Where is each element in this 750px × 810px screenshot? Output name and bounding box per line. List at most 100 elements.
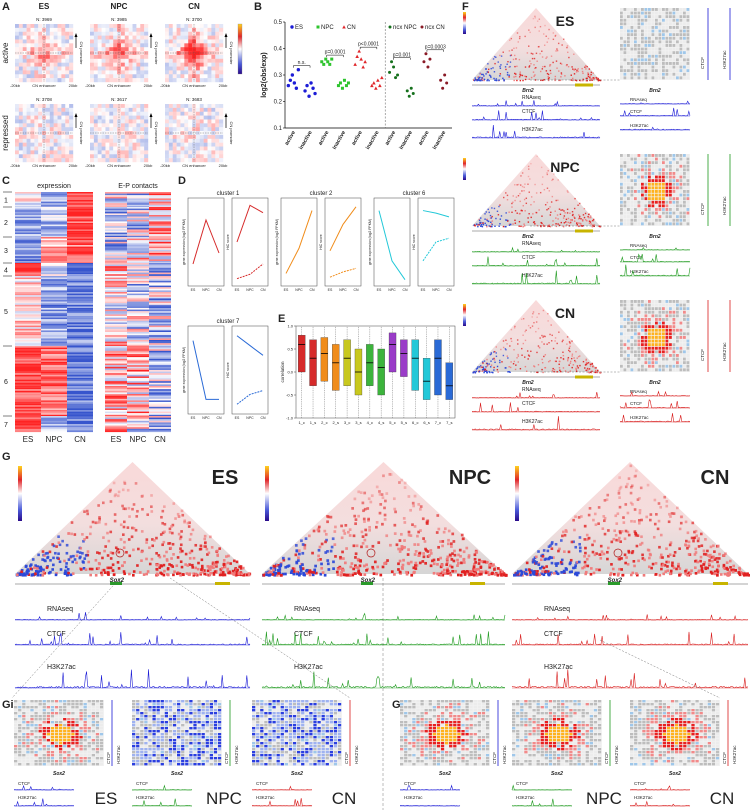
- zoom-pixel: [634, 364, 637, 368]
- hic-pixel: [561, 44, 563, 46]
- map-cell: [38, 43, 43, 48]
- map-cell: [192, 111, 197, 116]
- heat-row: [15, 261, 41, 263]
- map-cell: [132, 138, 137, 143]
- track-label: H3K27ac: [522, 273, 543, 279]
- map-cell: [184, 78, 189, 83]
- map-cell: [184, 47, 189, 52]
- zoom-pixel: [662, 332, 665, 336]
- zoom-pixel: [630, 361, 634, 365]
- heat-row: [15, 319, 41, 321]
- hic-pixel: [574, 197, 576, 200]
- map-cell: [113, 119, 118, 124]
- map-cell: [57, 58, 62, 63]
- zoom-pixel: [648, 168, 651, 172]
- map-cell: [211, 31, 216, 36]
- label: -20kb: [160, 163, 171, 168]
- hic-pixel: [530, 216, 532, 219]
- hic-pixel: [504, 66, 507, 68]
- map-cell: [57, 131, 62, 136]
- map-cell: [105, 27, 110, 32]
- hic-pixel: [482, 222, 484, 224]
- zoom-pixel: [651, 336, 655, 339]
- track-label: RNAseq: [630, 97, 647, 102]
- hic-pixel: [491, 215, 493, 218]
- map-cell: [132, 35, 137, 40]
- heat-row: [149, 371, 171, 374]
- heat-row: [149, 295, 171, 297]
- zoom-pixel: [637, 303, 641, 307]
- heat-row: [41, 279, 67, 281]
- heat-row: [127, 234, 149, 236]
- map-cell: [176, 146, 181, 151]
- zoom-pixel: [623, 157, 627, 161]
- map-cell: [219, 39, 224, 44]
- map-cell: [105, 142, 110, 147]
- map-cell: [22, 142, 27, 147]
- map-cell: [49, 35, 54, 40]
- box: [388, 332, 397, 373]
- zoom-pixel: [672, 343, 676, 347]
- zoom-pixel: [676, 222, 679, 226]
- heat-row: [67, 263, 93, 265]
- heat-row: [41, 254, 67, 257]
- zoom-pixel: [679, 361, 683, 365]
- map-cell: [168, 123, 173, 128]
- map-cell: [176, 31, 181, 36]
- hic-pixel: [599, 79, 601, 81]
- heat-row: [67, 248, 93, 250]
- hic-pixel: [591, 370, 593, 373]
- zoom-pixel: [641, 332, 644, 336]
- hic-pixel: [508, 211, 510, 213]
- map-cell: [184, 58, 189, 63]
- map-cell: [30, 119, 35, 124]
- zoom-pixel: [686, 18, 690, 22]
- hic-pixel: [516, 65, 518, 68]
- map-cell: [53, 62, 58, 67]
- map-cell: [184, 138, 189, 143]
- map-cell: [211, 158, 216, 163]
- map-cell: [184, 158, 189, 163]
- map-cell: [38, 74, 43, 79]
- map-cell: [207, 142, 212, 147]
- zoom-pixel: [679, 29, 683, 33]
- hic-pixel: [578, 217, 581, 219]
- map-cell: [90, 54, 95, 59]
- map-cell: [45, 111, 50, 116]
- heat-row: [15, 219, 41, 222]
- zoom-pixel: [662, 175, 665, 179]
- zoom-pixel: [665, 44, 669, 47]
- map-cell: [18, 154, 23, 159]
- heat-row: [15, 392, 41, 395]
- map-cell: [22, 123, 27, 128]
- heat-row: [15, 293, 41, 296]
- hic-pixel: [558, 331, 560, 333]
- zoom-pixel: [627, 197, 630, 201]
- heat-row: [41, 360, 67, 363]
- hic-pixel: [88, 567, 92, 571]
- map-cell: [61, 39, 66, 44]
- map-cell: [140, 27, 145, 32]
- map-cell: [97, 104, 102, 109]
- map-cell: [207, 35, 212, 40]
- zoom-pixel: [648, 76, 651, 80]
- map-cell: [140, 142, 145, 147]
- zoom-pixel: [651, 346, 655, 350]
- hic-pixel: [544, 65, 546, 68]
- zoom-pixel: [641, 18, 644, 22]
- zoom-pixel: [686, 175, 690, 179]
- zoom-pixel: [634, 218, 637, 222]
- map-cell: [57, 119, 62, 124]
- hic-pixel: [484, 213, 486, 215]
- map-cell: [120, 115, 125, 120]
- heat-row: [149, 263, 171, 265]
- zoom-pixel: [676, 36, 679, 40]
- heat-row: [41, 374, 67, 377]
- heat-row: [67, 229, 93, 232]
- zoom-pixel: [637, 18, 641, 22]
- map-cell: [34, 78, 39, 83]
- map-cell: [215, 154, 220, 159]
- heat-row: [127, 280, 149, 283]
- map-cell: [120, 119, 125, 124]
- map-cell: [176, 134, 181, 139]
